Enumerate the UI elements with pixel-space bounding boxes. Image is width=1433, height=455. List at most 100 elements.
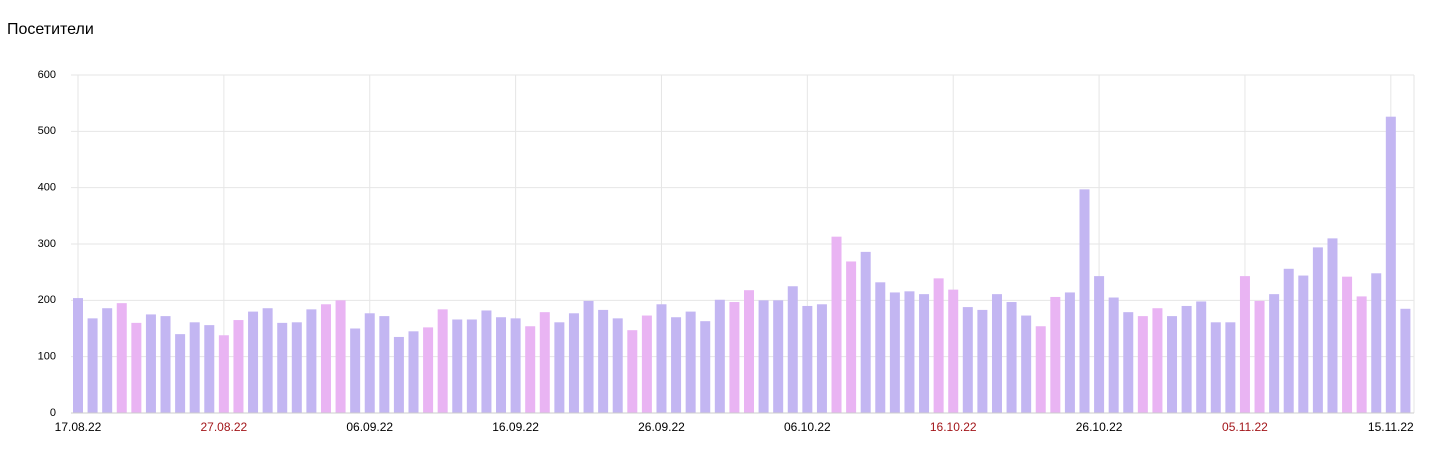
x-tick-label: 06.09.22 <box>346 420 393 434</box>
bar <box>408 331 419 413</box>
y-tick-label: 600 <box>38 69 56 81</box>
bar <box>875 282 886 413</box>
bar <box>598 309 609 413</box>
bar <box>1137 316 1148 413</box>
bar <box>671 317 682 413</box>
bar <box>919 294 930 413</box>
bar <box>1196 301 1207 413</box>
bar <box>1035 326 1046 413</box>
bar <box>1210 322 1221 413</box>
chart-title: Посетители <box>7 21 94 38</box>
bar <box>962 307 973 413</box>
bar <box>1094 276 1105 413</box>
x-tick-label: 26.10.22 <box>1076 420 1123 434</box>
x-tick-label: 16.09.22 <box>492 420 539 434</box>
bar <box>102 308 113 413</box>
bar <box>510 318 521 413</box>
bar <box>656 304 667 413</box>
bar <box>846 261 857 413</box>
x-tick-label: 27.08.22 <box>201 420 248 434</box>
bar <box>379 316 390 413</box>
bar <box>1050 296 1061 413</box>
bar <box>1385 116 1396 413</box>
bar <box>1283 268 1294 413</box>
bar <box>525 326 536 413</box>
bar <box>904 291 915 413</box>
bar <box>758 300 769 413</box>
bar <box>554 322 565 413</box>
bar <box>145 314 156 413</box>
bar <box>175 334 186 413</box>
bar <box>496 317 507 413</box>
bar <box>1342 276 1353 413</box>
bar <box>1167 316 1178 413</box>
bar <box>437 309 448 413</box>
y-tick-label: 400 <box>38 182 56 194</box>
bar <box>481 310 492 413</box>
bar <box>1225 322 1236 413</box>
y-tick-label: 100 <box>38 351 56 363</box>
x-tick-label: 16.10.22 <box>930 420 977 434</box>
bar <box>612 318 623 413</box>
bar <box>700 321 711 413</box>
bar <box>802 305 813 413</box>
bar <box>1327 238 1338 413</box>
bar <box>1400 308 1411 413</box>
bar <box>306 309 317 413</box>
bar <box>204 325 215 413</box>
bar <box>816 304 827 413</box>
bar <box>1312 247 1323 413</box>
bar <box>889 292 900 413</box>
bar <box>568 313 579 413</box>
y-tick-label: 300 <box>38 238 56 250</box>
x-tick-label: 17.08.22 <box>55 420 102 434</box>
bar <box>131 322 142 413</box>
bar <box>787 286 798 413</box>
bar <box>218 335 229 413</box>
bar <box>948 289 959 413</box>
bar <box>831 236 842 413</box>
bar <box>627 330 638 413</box>
y-tick-label: 200 <box>38 294 56 306</box>
bar <box>744 290 754 413</box>
bar <box>641 315 652 413</box>
bar <box>116 303 127 413</box>
bar <box>1269 294 1280 413</box>
bar <box>350 328 361 413</box>
bar <box>1152 308 1163 413</box>
bar <box>860 251 871 413</box>
bar <box>364 313 375 413</box>
bar <box>1181 305 1192 413</box>
bar <box>1371 273 1382 413</box>
x-tick-label: 15.11.22 <box>1368 420 1414 434</box>
bar <box>583 300 594 413</box>
bar <box>73 298 83 413</box>
bar <box>539 312 550 413</box>
bar <box>1064 292 1075 413</box>
bar <box>1006 302 1017 413</box>
bar <box>189 322 200 413</box>
y-tick-label: 0 <box>50 407 56 419</box>
bar <box>335 300 346 413</box>
bar <box>1021 315 1032 413</box>
bar <box>87 318 98 413</box>
bar <box>262 308 273 413</box>
bar <box>160 316 171 413</box>
bar <box>233 320 244 413</box>
bar <box>991 294 1002 413</box>
bar <box>1254 300 1265 413</box>
bar <box>466 319 477 413</box>
bar <box>1108 297 1119 413</box>
bar <box>423 327 434 413</box>
bar <box>773 300 784 413</box>
bar <box>933 278 944 413</box>
bar <box>714 299 725 413</box>
bar <box>452 319 463 413</box>
bar <box>977 309 988 413</box>
bar <box>1298 275 1309 413</box>
bar <box>291 322 302 413</box>
bar <box>1356 296 1367 413</box>
bar <box>1123 312 1134 413</box>
y-tick-label: 500 <box>38 125 56 137</box>
x-tick-label: 05.11.22 <box>1222 420 1268 434</box>
